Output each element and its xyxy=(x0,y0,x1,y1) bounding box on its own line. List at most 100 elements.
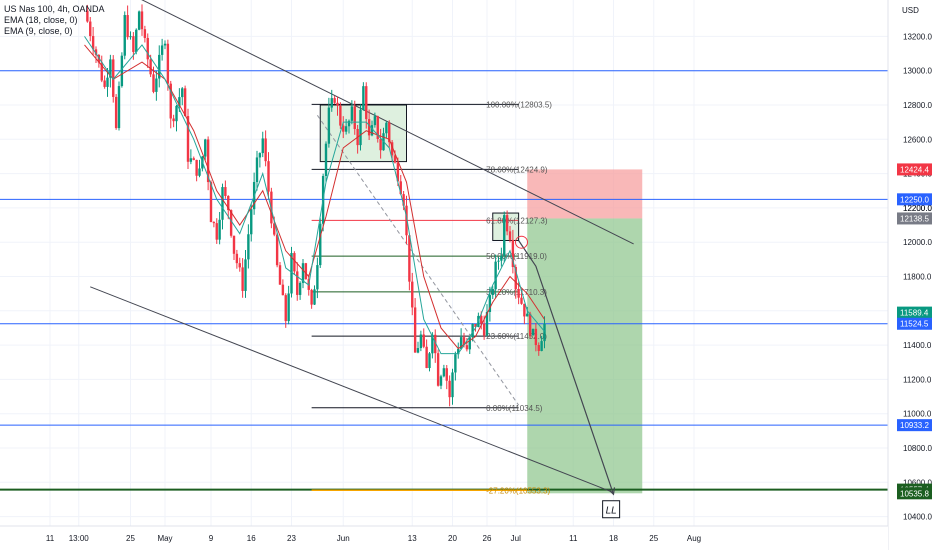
candle-body xyxy=(482,323,486,336)
candle-body xyxy=(304,263,308,280)
candle xyxy=(316,257,319,299)
candle-body xyxy=(175,105,178,122)
candle xyxy=(160,38,164,61)
candle-body xyxy=(183,88,187,117)
pivot-circle-marker xyxy=(515,235,528,249)
candle-body xyxy=(250,209,253,235)
candle-body xyxy=(284,295,287,322)
candle xyxy=(411,272,414,316)
candle xyxy=(166,39,170,91)
legend-symbol[interactable]: US Nas 100, 4h, OANDA xyxy=(4,4,105,14)
candle xyxy=(204,138,207,161)
candle xyxy=(330,89,333,112)
price-badge-label: 12138.5 xyxy=(900,214,929,223)
candle-body xyxy=(278,265,282,285)
fib-level-label: 100.00%(12803.5) xyxy=(486,100,552,109)
candle-body xyxy=(459,337,463,349)
candle-body xyxy=(402,194,405,206)
candle xyxy=(123,11,126,60)
candle-body xyxy=(416,348,420,353)
price-badge-label: 12250.0 xyxy=(900,195,929,204)
currency-label: USD xyxy=(902,6,919,15)
candle xyxy=(442,364,446,378)
candle-body xyxy=(347,120,351,127)
annotation-box xyxy=(602,500,621,519)
candle-body xyxy=(212,222,216,224)
candle xyxy=(275,232,279,268)
price-tick-label: 12000.0 xyxy=(903,238,932,247)
candle-body xyxy=(508,231,512,240)
candle xyxy=(359,104,362,151)
candle xyxy=(178,88,181,112)
candle xyxy=(454,351,457,381)
candle-body xyxy=(379,138,382,151)
candle xyxy=(126,5,129,40)
time-axis-background xyxy=(0,526,888,550)
candle xyxy=(158,45,161,88)
candle-body xyxy=(192,158,195,160)
candle-body xyxy=(181,88,184,98)
candle xyxy=(114,94,118,130)
candle-body xyxy=(255,157,259,183)
candle xyxy=(143,25,147,43)
candle-body xyxy=(129,36,132,38)
candle-body xyxy=(247,234,250,260)
candle-body xyxy=(543,323,546,342)
candle xyxy=(89,16,92,42)
candle-body xyxy=(520,297,523,304)
candle-body xyxy=(123,15,126,56)
candle xyxy=(362,82,365,111)
candle xyxy=(505,210,509,236)
annotation-label: LL xyxy=(606,506,617,517)
price-badge-bg xyxy=(897,317,932,330)
candle-body xyxy=(281,284,285,296)
candle xyxy=(451,368,454,405)
candle-body xyxy=(206,139,210,183)
candle-body xyxy=(411,281,414,308)
fib-extension-label: -27.20%(10553.3) xyxy=(486,486,550,495)
candle xyxy=(284,293,287,328)
legend-ema-18[interactable]: EMA (18, close, 0) xyxy=(4,15,78,25)
candle-body xyxy=(462,337,466,346)
candle xyxy=(531,328,535,336)
candle xyxy=(379,128,382,159)
price-badge: 12424.4 xyxy=(897,163,932,176)
candle xyxy=(97,54,101,68)
time-tick-label: 26 xyxy=(483,534,492,543)
candle-body xyxy=(290,253,293,294)
candle-body xyxy=(273,223,276,235)
candle-body xyxy=(428,353,431,369)
candle xyxy=(229,209,233,238)
projection-arrowhead xyxy=(608,487,616,496)
candle-body xyxy=(298,282,302,295)
price-tick-label: 11800.0 xyxy=(903,273,932,282)
stop-loss-zone xyxy=(527,169,643,219)
candle-body xyxy=(313,289,316,305)
time-tick-label: May xyxy=(157,534,172,543)
candle-body xyxy=(399,181,402,195)
time-tick-label: 13:00 xyxy=(69,534,90,543)
candle-body xyxy=(319,223,322,266)
candle-body xyxy=(534,328,538,346)
candle-body xyxy=(451,372,454,398)
candle xyxy=(344,118,348,135)
candle xyxy=(192,156,195,161)
candle xyxy=(342,116,345,139)
candle xyxy=(209,180,213,223)
candle-body xyxy=(244,259,247,291)
candle xyxy=(468,336,471,355)
channel-upper-line xyxy=(141,0,634,245)
price-badge: 12250.0 xyxy=(897,193,932,206)
candle-body xyxy=(365,86,368,120)
candle-body xyxy=(94,49,98,55)
candle xyxy=(350,100,354,125)
price-tick-label: 12200.0 xyxy=(903,204,932,213)
candle xyxy=(540,336,543,352)
candle-body xyxy=(396,162,400,182)
candle-body xyxy=(258,153,262,158)
price-tick-label: 11400.0 xyxy=(903,341,932,350)
legend-ema-9[interactable]: EMA (9, close, 0) xyxy=(4,26,73,36)
candle xyxy=(261,131,264,158)
